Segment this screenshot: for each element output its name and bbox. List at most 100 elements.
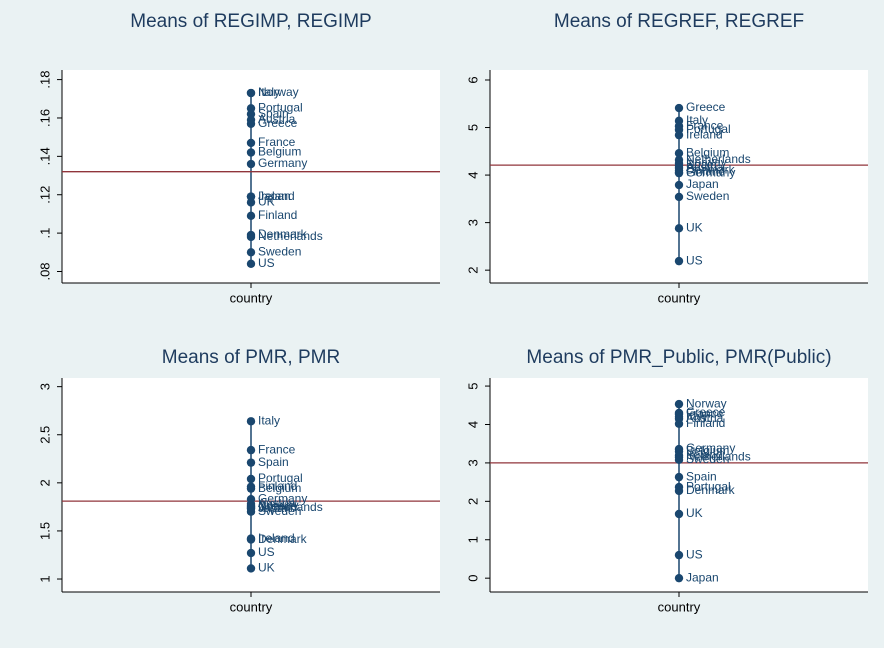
x-axis-label: country [230,290,273,305]
y-tick-label: 3 [465,459,480,466]
dot [246,148,256,157]
point-label: Denmark [686,162,736,176]
point-label: Austria [258,112,296,126]
dot [246,109,256,119]
dot [674,455,684,465]
dot [674,224,684,233]
dot [246,474,256,484]
dot [674,192,684,202]
point-label: Spain [258,106,289,120]
point-label: France [258,442,296,456]
dot [246,458,256,467]
dot [246,535,256,544]
point-label: UK [258,561,275,575]
dot [246,248,256,257]
y-tick-label: .1 [37,228,52,239]
y-tick-label: 2.5 [37,426,52,444]
point-label: Portugal [686,479,731,493]
dot [246,564,256,573]
point-label: Japan [686,570,719,584]
dot [246,198,256,207]
y-tick-label: 3 [465,219,480,226]
dot [246,548,256,558]
dot [674,550,684,560]
dot [246,159,256,169]
point-label: Spain [686,469,717,483]
point-label: Germany [258,491,307,505]
dot [246,211,256,221]
dot [246,192,256,201]
point-label: UK [258,195,275,209]
point-label: Norway [686,396,727,410]
y-tick-label: 1 [465,536,480,543]
dot [246,104,256,113]
point-label: Italy [258,85,280,99]
point-label: Belgium [258,145,301,159]
x-axis-label: country [230,599,273,614]
y-tick-label: 2 [465,267,480,274]
y-tick-label: .16 [37,109,52,127]
dot [674,180,684,190]
dot [246,232,256,242]
y-tick-label: 3 [37,383,52,390]
dot [674,486,684,496]
point-label: Ireland [258,531,295,545]
point-label: Netherlands [258,500,323,514]
dot [674,256,684,266]
dot [674,103,684,113]
y-tick-label: 5 [465,382,480,389]
point-label: UK [686,220,703,234]
dot [674,130,684,140]
dot [246,138,256,148]
point-label: France [686,118,724,132]
point-label: Finland [258,479,297,493]
point-label: Sweden [258,504,301,518]
point-label: Greece [258,499,298,513]
point-label: Germany [258,156,307,170]
point-label: Greece [686,405,726,419]
point-label: Austria [686,411,724,425]
y-tick-label: 2 [465,498,480,505]
point-label: Denmark [258,227,308,241]
point-label: US [258,256,275,270]
point-label: Germany [686,441,735,455]
dot [674,509,684,519]
point-label: Netherlands [686,449,751,463]
dot [674,168,684,178]
point-label: Netherlands [686,152,751,166]
y-tick-label: 1 [37,575,52,582]
dot [246,119,256,128]
point-label: Italy [258,413,280,427]
point-label: Belgium [258,481,301,495]
point-label: Belgium [686,444,729,458]
x-axis-label: country [658,290,701,305]
y-tick-label: .18 [37,71,52,89]
point-label: US [258,545,275,559]
point-label: Italy [686,409,708,423]
point-label: US [686,253,703,267]
point-label: Sweden [686,452,729,466]
point-label: Japan [258,501,291,515]
dot [246,417,256,426]
dot [246,88,256,98]
y-tick-label: .12 [37,186,52,204]
dot [674,472,684,482]
point-label: Austria [258,496,296,510]
point-label: Ireland [686,127,723,141]
point-label: France [686,406,724,420]
dot [674,399,684,409]
point-label: Japan [258,189,291,203]
chart-title: Means of PMR, PMR [162,347,340,368]
point-label: Spain [258,455,289,469]
point-label: Norway [686,155,727,169]
chart-title: Means of PMR_Public, PMR(Public) [526,347,831,368]
point-label: Denmark [258,532,308,546]
point-label: Germany [686,165,735,179]
point-label: Finland [686,164,725,178]
point-label: Norway [258,85,299,99]
point-label: Ireland [686,447,723,461]
y-tick-label: 5 [465,124,480,131]
dot [246,484,256,493]
point-label: Portugal [258,471,303,485]
